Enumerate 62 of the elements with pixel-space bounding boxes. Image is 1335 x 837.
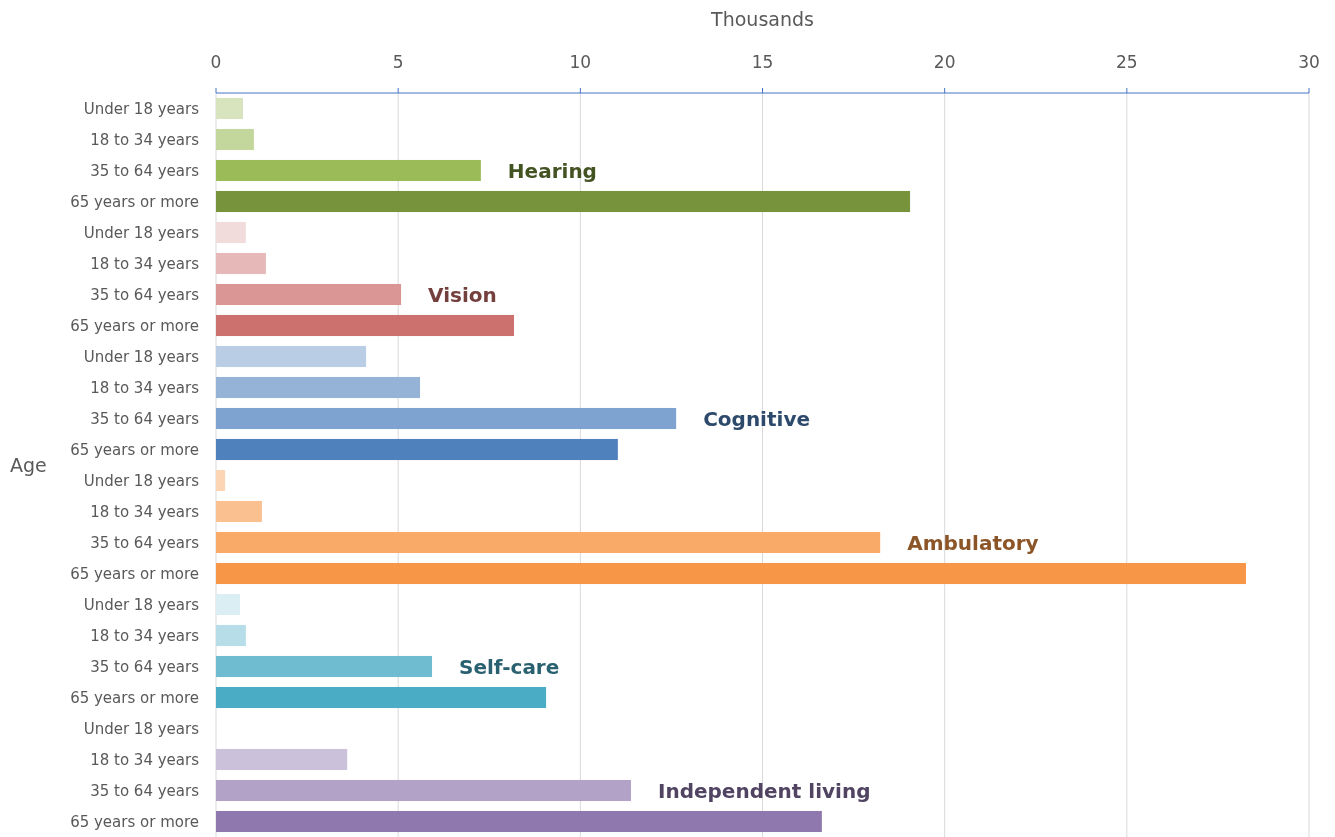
y-tick-label: 35 to 64 years xyxy=(90,657,200,676)
x-tick-label: 0 xyxy=(210,52,222,72)
bar xyxy=(216,97,243,120)
y-tick-label: Under 18 years xyxy=(83,99,200,118)
bar xyxy=(216,624,246,647)
bar xyxy=(216,438,618,461)
series-label: Self-care xyxy=(459,654,560,679)
y-tick-label: 65 years or more xyxy=(70,440,199,459)
y-tick-label: 18 to 34 years xyxy=(90,254,200,273)
y-tick-label: 35 to 64 years xyxy=(90,781,200,800)
y-tick-label: 18 to 34 years xyxy=(90,750,200,769)
series-label: Cognitive xyxy=(703,406,811,431)
x-tick-label: 25 xyxy=(1116,52,1138,72)
y-tick-label: 18 to 34 years xyxy=(90,626,200,645)
x-axis-title: Thousands xyxy=(710,8,814,30)
series-label: Hearing xyxy=(507,158,597,183)
y-tick-label: 35 to 64 years xyxy=(90,409,200,428)
y-tick-label: 65 years or more xyxy=(70,688,199,707)
y-tick-label: 18 to 34 years xyxy=(90,378,200,397)
y-tick-label: Under 18 years xyxy=(83,595,200,614)
y-tick-label: Under 18 years xyxy=(83,223,200,242)
y-tick-label: 65 years or more xyxy=(70,564,199,583)
bar xyxy=(216,345,367,368)
bar xyxy=(216,686,547,709)
x-tick-label: 15 xyxy=(751,52,774,72)
series-label: Independent living xyxy=(657,778,871,803)
bar xyxy=(216,252,266,275)
bar xyxy=(216,314,515,337)
bar xyxy=(216,655,433,678)
bar xyxy=(216,221,246,244)
bar xyxy=(216,376,421,399)
bar xyxy=(216,128,254,151)
x-tick-label: 5 xyxy=(392,52,404,72)
series-label: Ambulatory xyxy=(907,530,1039,555)
y-tick-label: Under 18 years xyxy=(83,719,200,738)
bar xyxy=(216,190,911,213)
bar xyxy=(216,779,631,802)
bar xyxy=(216,500,262,523)
y-tick-label: Under 18 years xyxy=(83,471,200,490)
bar xyxy=(216,562,1246,585)
bar xyxy=(216,810,822,833)
bar xyxy=(216,407,677,430)
y-tick-label: 65 years or more xyxy=(70,812,199,831)
y-axis-title: Age xyxy=(10,453,47,476)
y-tick-label: Under 18 years xyxy=(83,347,200,366)
bar xyxy=(216,283,402,306)
x-tick-label: 20 xyxy=(933,52,956,72)
bar xyxy=(216,531,881,554)
x-tick-label: 30 xyxy=(1298,52,1320,72)
bar xyxy=(216,469,226,492)
bar xyxy=(216,159,481,182)
x-tick-label: 10 xyxy=(569,52,592,72)
series-label: Vision xyxy=(428,282,497,307)
y-tick-label: 35 to 64 years xyxy=(90,533,200,552)
y-tick-label: 18 to 34 years xyxy=(90,130,200,149)
y-tick-label: 65 years or more xyxy=(70,316,199,335)
y-tick-label: 35 to 64 years xyxy=(90,285,200,304)
bar xyxy=(216,748,348,771)
y-tick-label: 35 to 64 years xyxy=(90,161,200,180)
y-tick-label: 65 years or more xyxy=(70,192,199,211)
bar xyxy=(216,593,241,616)
y-tick-label: 18 to 34 years xyxy=(90,502,200,521)
